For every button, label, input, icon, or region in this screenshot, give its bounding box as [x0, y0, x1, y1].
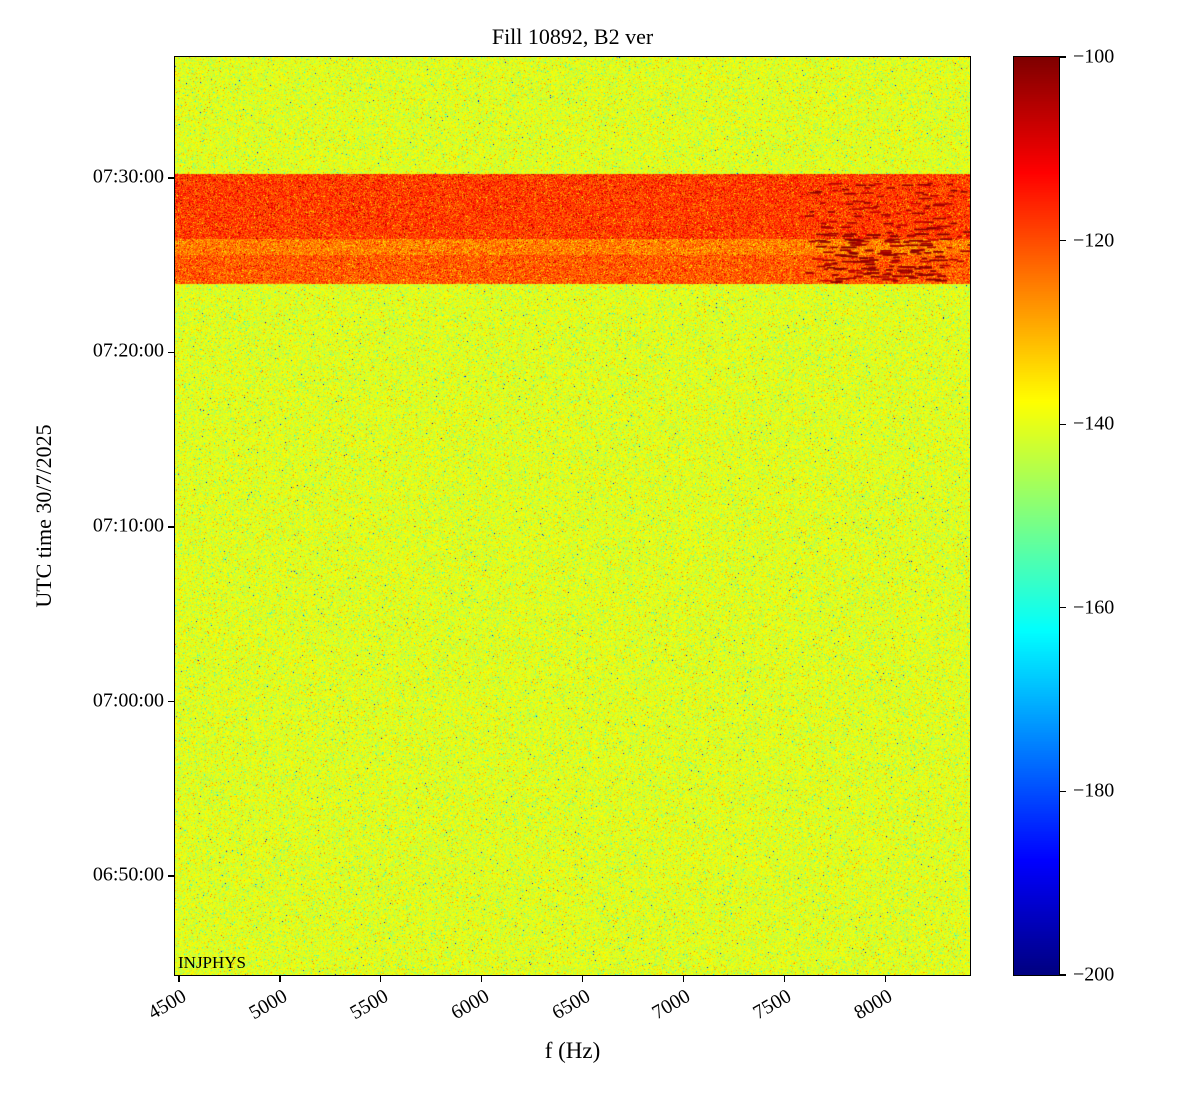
y-tick-mark: [168, 177, 174, 179]
colorbar-tick-mark: [1060, 423, 1066, 425]
colorbar-tick-mark: [1060, 607, 1066, 609]
colorbar-tick-label: −140: [1073, 412, 1115, 435]
y-tick-label: 06:50:00: [92, 863, 164, 886]
x-tick-mark: [682, 976, 685, 982]
x-tick-label: 5500: [346, 985, 392, 1025]
colorbar-tick-label: −180: [1073, 779, 1115, 802]
x-tick-label: 7000: [648, 985, 695, 1025]
y-tick-label: 07:20:00: [92, 339, 164, 362]
y-tick-mark: [168, 526, 174, 528]
colorbar-tick-mark: [1060, 790, 1066, 792]
x-tick-label: 8000: [850, 985, 897, 1025]
colorbar-tick-label: −100: [1073, 45, 1115, 68]
colorbar-tick-mark: [1060, 974, 1066, 976]
y-tick-mark: [168, 875, 174, 877]
x-tick-mark: [178, 976, 180, 982]
y-tick-label: 07:30:00: [92, 165, 164, 188]
colorbar-tick-label: −160: [1073, 596, 1115, 619]
x-tick-mark: [884, 976, 886, 982]
x-tick-label: 6000: [447, 985, 493, 1025]
spectrogram-heatmap: [174, 56, 971, 976]
x-tick-label: 6500: [547, 985, 594, 1025]
x-tick-mark: [380, 976, 382, 982]
colorbar-tick-mark: [1060, 240, 1066, 242]
x-axis-label: f (Hz): [544, 1038, 601, 1063]
x-tick-label: 7500: [749, 985, 796, 1025]
y-tick-label: 07:00:00: [92, 688, 164, 711]
chart-title: Fill 10892, B2 ver: [491, 24, 654, 49]
colorbar: [1013, 56, 1060, 976]
colorbar-tick-mark: [1060, 56, 1066, 58]
y-tick-label: 07:10:00: [92, 514, 164, 537]
x-tick-mark: [481, 976, 483, 982]
x-tick-mark: [783, 976, 785, 982]
x-tick-mark: [581, 976, 584, 982]
x-tick-label: 5000: [245, 985, 291, 1025]
x-tick-label: 4500: [144, 985, 191, 1025]
colorbar-tick-label: −200: [1073, 963, 1115, 986]
y-tick-mark: [168, 700, 174, 703]
colorbar-tick-label: −120: [1073, 229, 1115, 252]
plot-annotation: INJPHYS: [178, 953, 247, 972]
y-tick-mark: [168, 351, 174, 354]
x-tick-mark: [279, 976, 281, 982]
